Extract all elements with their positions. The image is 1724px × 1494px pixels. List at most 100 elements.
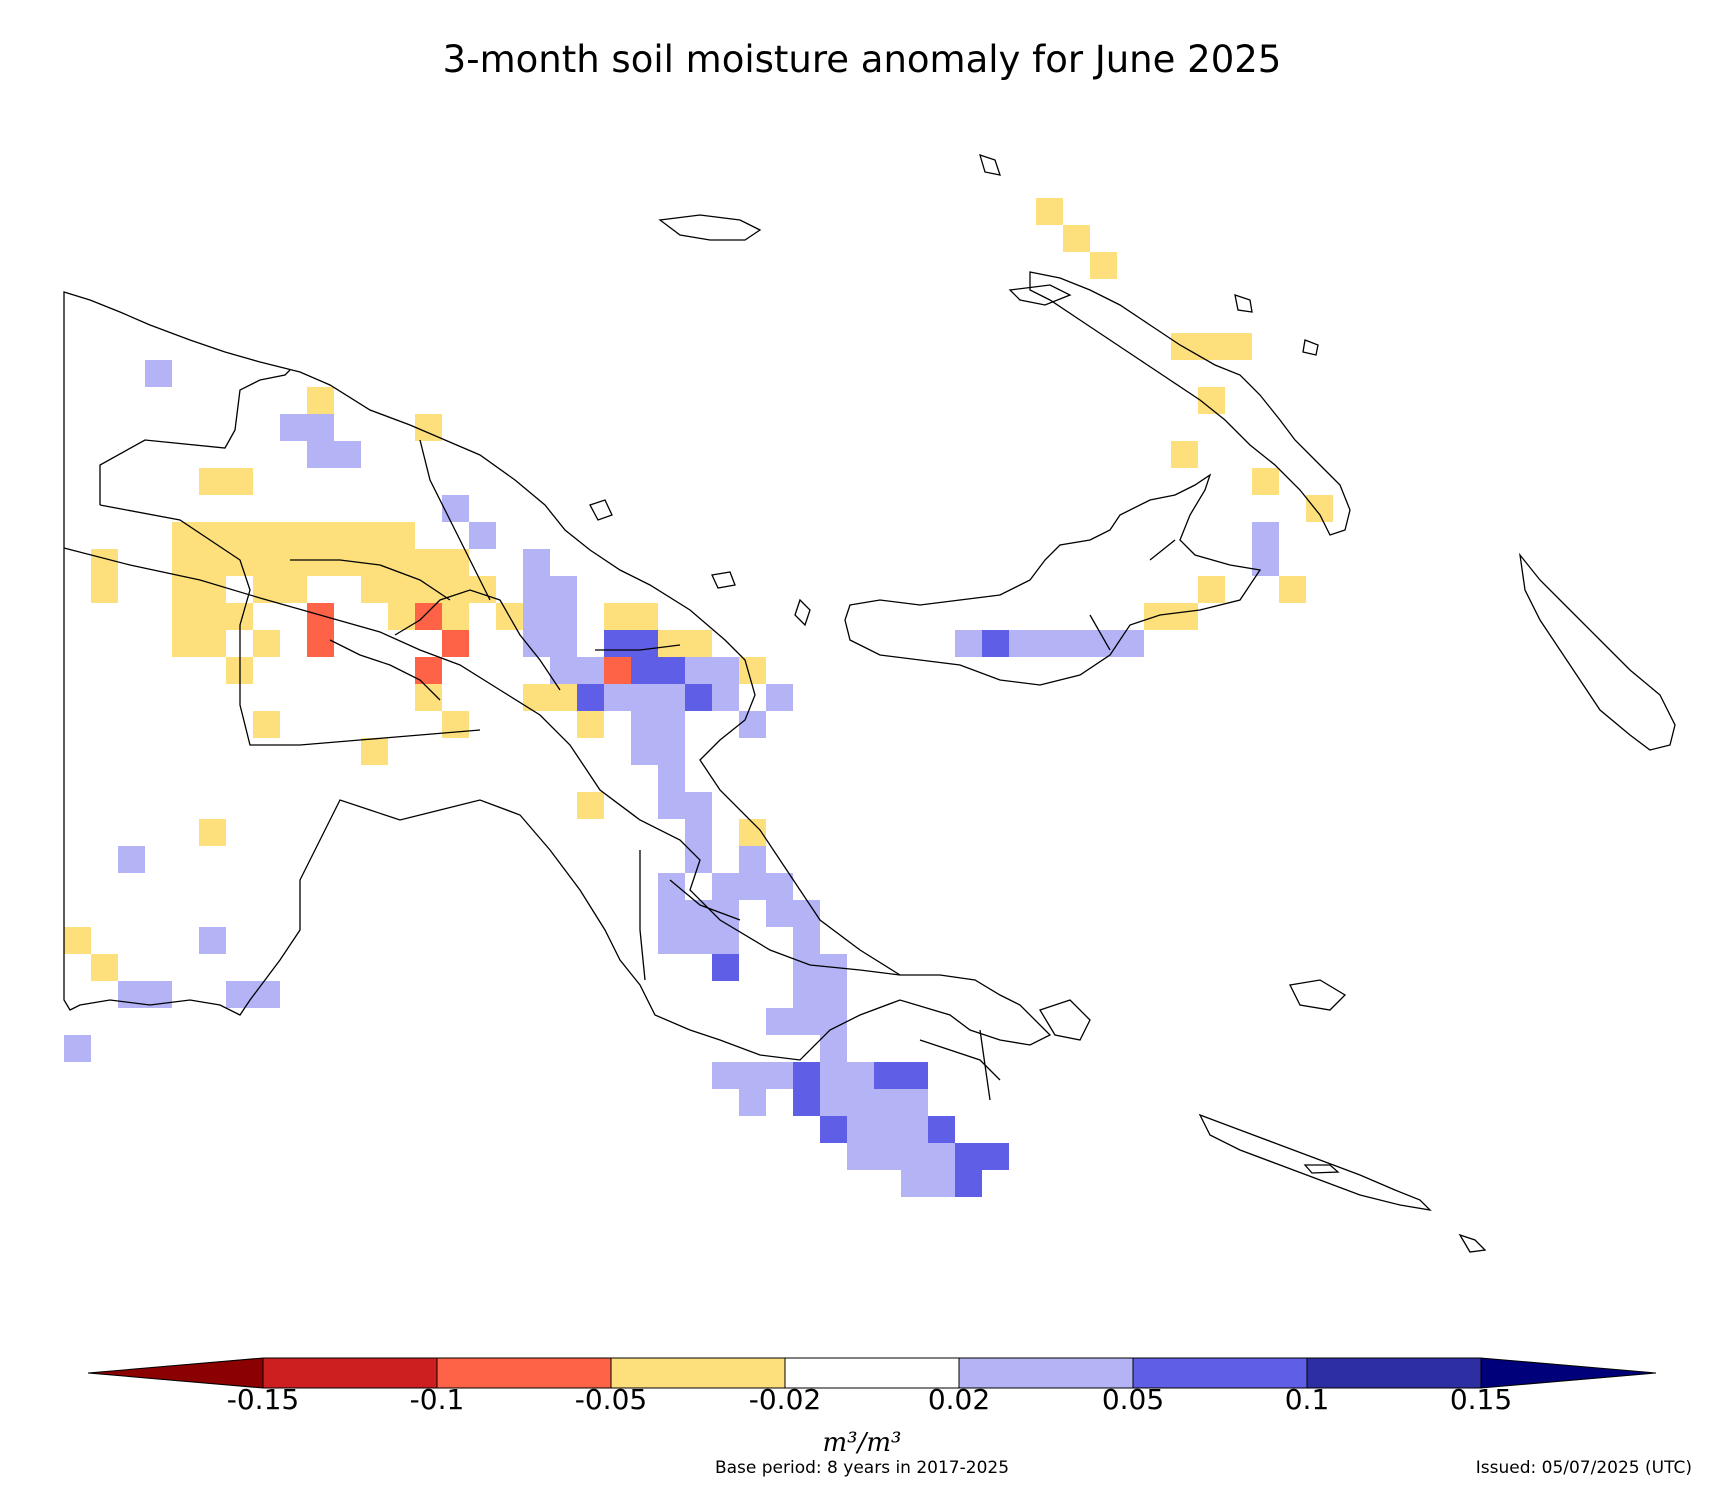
anomaly-cell (91, 954, 118, 981)
anomaly-cell (793, 1089, 820, 1116)
anomaly-cell (712, 684, 739, 711)
anomaly-cell (253, 549, 280, 576)
anomaly-cell (1252, 549, 1279, 576)
anomaly-cell (253, 522, 280, 549)
anomaly-cell (361, 549, 388, 576)
anomaly-cell (712, 873, 739, 900)
colorbar-segment (1132, 1357, 1308, 1389)
anomaly-cell (1171, 441, 1198, 468)
anomaly-cell (658, 900, 685, 927)
anomaly-cell (658, 711, 685, 738)
anomaly-cell (1171, 603, 1198, 630)
anomaly-cell (685, 819, 712, 846)
anomaly-cell (253, 981, 280, 1008)
anomaly-cell (577, 657, 604, 684)
anomaly-cell (874, 1116, 901, 1143)
anomaly-cell (388, 576, 415, 603)
anomaly-cell (820, 1035, 847, 1062)
colorbar-units: m³/m³ (822, 1428, 902, 1458)
anomaly-cell (577, 711, 604, 738)
anomaly-cell (1009, 630, 1036, 657)
anomaly-cell (280, 414, 307, 441)
colorbar (87, 1357, 1657, 1389)
anomaly-cell (712, 900, 739, 927)
anomaly-cell (847, 1089, 874, 1116)
anomaly-cell (901, 1170, 928, 1197)
colorbar-tick-label: -0.15 (226, 1383, 300, 1416)
anomaly-cell (712, 1062, 739, 1089)
anomaly-cell (739, 711, 766, 738)
anomaly-cell (469, 522, 496, 549)
anomaly-cell (64, 1035, 91, 1062)
new-britain-coastline (844, 473, 1262, 686)
anomaly-cell (550, 630, 577, 657)
coastline (63, 153, 1676, 1253)
colorbar-tick-label: -0.02 (748, 1383, 822, 1416)
anomaly-cell (928, 1116, 955, 1143)
anomaly-cell (766, 900, 793, 927)
anomaly-cell (901, 1062, 928, 1089)
anomaly-cell (361, 576, 388, 603)
anomaly-cell (199, 819, 226, 846)
anomaly-cell (1036, 630, 1063, 657)
anomaly-cell (1171, 333, 1198, 360)
anomaly-cell (280, 522, 307, 549)
anomaly-cell (550, 684, 577, 711)
bougainville-coastline (1519, 552, 1676, 751)
anomaly-cell (442, 576, 469, 603)
anomaly-cell (361, 738, 388, 765)
anomaly-cell (955, 630, 982, 657)
anomaly-cell (1252, 468, 1279, 495)
colorbar-segment (262, 1357, 438, 1389)
anomaly-cell (739, 873, 766, 900)
anomaly-cell (955, 1170, 982, 1197)
anomaly-cell (874, 1143, 901, 1170)
anomaly-cell (820, 1062, 847, 1089)
anomaly-cell (523, 549, 550, 576)
anomaly-cell (847, 1062, 874, 1089)
anomaly-cell (658, 873, 685, 900)
anomaly-cell (820, 1008, 847, 1035)
anomaly-cell (307, 441, 334, 468)
anomaly-cell (982, 630, 1009, 657)
colorbar-tick-label: 0.05 (1101, 1383, 1165, 1416)
anomaly-cell (901, 1143, 928, 1170)
anomaly-cell (631, 603, 658, 630)
anomaly-cell (658, 765, 685, 792)
anomaly-cell (550, 603, 577, 630)
anomaly-cell (1198, 576, 1225, 603)
colorbar-extend-high (1480, 1357, 1657, 1389)
anomaly-cell (847, 1116, 874, 1143)
anomaly-cell (1063, 630, 1090, 657)
anomaly-cell (1279, 576, 1306, 603)
anomaly-cell (658, 684, 685, 711)
anomaly-cell (91, 549, 118, 576)
anomaly-cell (1090, 252, 1117, 279)
anomaly-cell (793, 927, 820, 954)
colorbar-tick-label: -0.1 (409, 1383, 465, 1416)
colorbar-segment (784, 1357, 960, 1389)
anomaly-cell (280, 576, 307, 603)
anomaly-cell (415, 603, 442, 630)
map-title: 3-month soil moisture anomaly for June 2… (442, 38, 1282, 81)
colorbar-segment (436, 1357, 612, 1389)
anomaly-cell (712, 657, 739, 684)
anomaly-cell (901, 1089, 928, 1116)
anomaly-cell (307, 549, 334, 576)
anomaly-cell (64, 927, 91, 954)
anomaly-cell (523, 603, 550, 630)
anomaly-cell (820, 981, 847, 1008)
anomaly-cell (1306, 495, 1333, 522)
anomaly-cell (334, 522, 361, 549)
anomaly-cell (766, 1062, 793, 1089)
anomaly-cell (1063, 225, 1090, 252)
anomaly-cell (442, 495, 469, 522)
anomaly-cell (550, 657, 577, 684)
anomaly-cell (739, 1089, 766, 1116)
anomaly-cell (685, 927, 712, 954)
issued-date: Issued: 05/07/2025 (UTC) (1475, 1458, 1692, 1478)
anomaly-cell (307, 603, 334, 630)
anomaly-cell (874, 1089, 901, 1116)
anomaly-cell (469, 576, 496, 603)
